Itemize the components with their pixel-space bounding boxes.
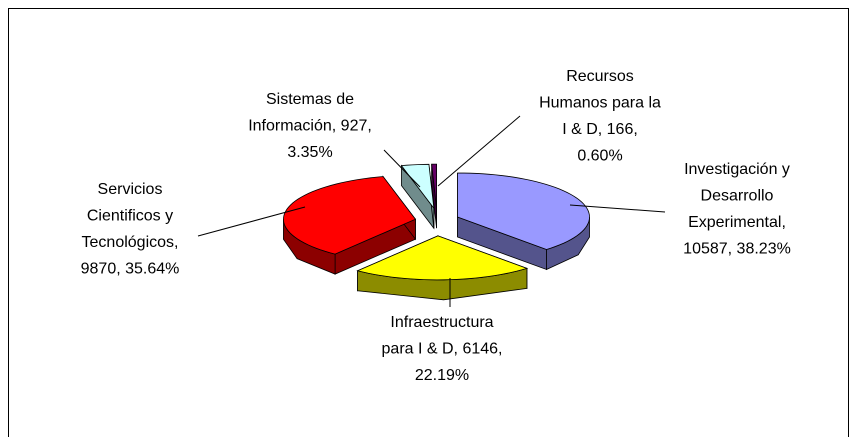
slice bbox=[356, 235, 529, 281]
leader-line bbox=[383, 149, 421, 188]
data-label: Experimental, bbox=[688, 214, 786, 231]
data-label: 3.35% bbox=[287, 144, 332, 161]
data-label: 22.19% bbox=[415, 367, 469, 384]
data-label: Tecnológicos, bbox=[82, 234, 179, 251]
slice bbox=[431, 163, 437, 209]
data-label: 0.60% bbox=[577, 148, 622, 165]
data-label: Cientificos y bbox=[87, 208, 173, 225]
slice bbox=[457, 172, 590, 250]
data-label: Investigación y bbox=[684, 161, 790, 178]
data-label: 10587, 38.23% bbox=[683, 241, 791, 258]
slice bbox=[400, 163, 435, 210]
chart-frame bbox=[8, 8, 849, 437]
leader-line bbox=[197, 206, 306, 237]
data-label: Infraestructura bbox=[390, 314, 493, 331]
data-label: Información, 927, bbox=[248, 118, 372, 135]
data-label: 9870, 35.64% bbox=[81, 261, 180, 278]
data-label: Recursos bbox=[566, 68, 634, 85]
data-label: para I & D, 6146, bbox=[382, 341, 503, 358]
data-label: Humanos para la bbox=[539, 95, 661, 112]
slice-tops bbox=[283, 163, 590, 281]
data-label: Sistemas de bbox=[266, 91, 354, 108]
data-label: Desarrollo bbox=[701, 188, 774, 205]
data-label: I & D, 166, bbox=[562, 121, 638, 138]
slice bbox=[283, 176, 417, 255]
leader-line bbox=[437, 115, 521, 187]
data-label: Servicios bbox=[98, 181, 163, 198]
leader-line bbox=[569, 204, 666, 213]
